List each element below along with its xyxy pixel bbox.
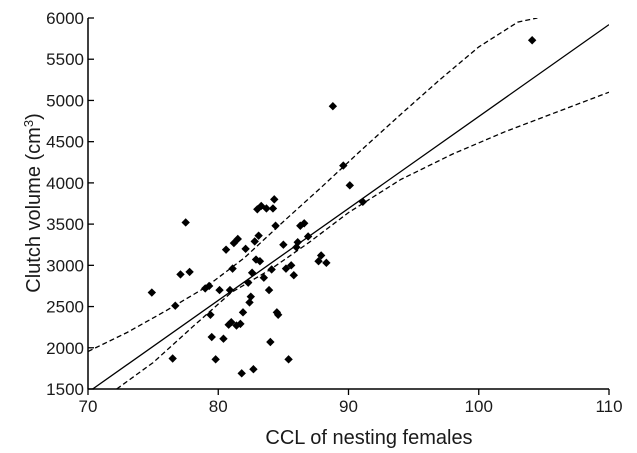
data-point	[254, 231, 263, 240]
data-point	[273, 310, 283, 319]
x-tick-label: 70	[79, 397, 98, 416]
data-point	[259, 273, 269, 282]
data-point	[279, 240, 288, 249]
data-point	[147, 288, 157, 297]
data-point	[249, 365, 258, 374]
data-point	[255, 257, 265, 266]
ci-lower-line	[116, 91, 609, 389]
data-point	[225, 285, 235, 295]
y-tick-label: 2000	[46, 339, 84, 358]
data-point	[250, 237, 259, 246]
data-point	[303, 232, 313, 241]
data-point	[233, 234, 242, 244]
y-tick-label: 4500	[46, 133, 84, 152]
x-tick-label: 80	[209, 397, 228, 416]
data-point	[266, 337, 275, 347]
data-point	[227, 318, 236, 327]
data-point	[245, 298, 254, 307]
plot-marks	[88, 18, 609, 389]
data-point	[244, 278, 253, 287]
x-tick-label: 110	[595, 397, 622, 416]
y-tick-label: 4000	[46, 174, 84, 193]
y-tick-label: 3500	[46, 215, 84, 234]
data-point	[204, 281, 214, 291]
data-point	[284, 355, 293, 364]
data-point	[238, 308, 248, 317]
data-point	[345, 181, 355, 190]
data-point	[270, 195, 279, 204]
y-tick-label: 5000	[46, 91, 84, 110]
y-tick-label: 1500	[46, 380, 84, 399]
data-point	[211, 355, 220, 364]
data-point	[237, 369, 246, 378]
data-point	[281, 264, 291, 273]
data-point	[262, 204, 271, 213]
data-point	[185, 267, 194, 277]
x-tick-label: 100	[465, 397, 493, 416]
data-point	[207, 332, 216, 342]
data-point	[181, 218, 190, 227]
data-point	[289, 271, 298, 280]
data-point	[293, 238, 302, 247]
regression-line	[91, 24, 609, 389]
ci-upper-line	[88, 18, 538, 353]
data-point	[176, 270, 185, 279]
data-point	[236, 319, 245, 329]
data-point	[247, 268, 257, 277]
data-point	[221, 245, 231, 254]
x-tick-label: 90	[339, 397, 358, 416]
data-point	[206, 310, 215, 319]
fit-lines	[88, 18, 609, 389]
data-point	[215, 285, 224, 295]
data-point	[228, 264, 237, 273]
data-points	[147, 36, 537, 378]
x-axis-title: CCL of nesting females	[265, 427, 472, 449]
data-point	[527, 36, 537, 45]
data-point	[358, 197, 368, 207]
y-axis-title: Clutch volume (cm3)	[21, 113, 45, 293]
y-tick-label: 3000	[46, 256, 84, 275]
data-point	[322, 258, 331, 268]
data-point	[271, 221, 280, 230]
data-point	[246, 292, 256, 301]
y-tick-label: 2500	[46, 298, 84, 317]
data-point	[268, 204, 278, 213]
data-point	[168, 354, 177, 363]
y-tick-label: 5500	[46, 50, 84, 69]
data-point	[300, 219, 309, 228]
data-point	[339, 161, 348, 170]
y-tick-label: 6000	[46, 9, 84, 28]
data-point	[286, 261, 296, 270]
data-point	[241, 244, 250, 254]
data-point	[171, 301, 180, 310]
data-point	[267, 265, 276, 274]
data-point	[219, 334, 228, 343]
data-point	[264, 285, 274, 295]
axes: 70 80 90 100 110 1500 2000 2500 3000 3500 4000 4500…	[46, 9, 622, 416]
data-point	[292, 242, 301, 252]
data-point	[316, 251, 326, 260]
data-point	[328, 102, 338, 111]
